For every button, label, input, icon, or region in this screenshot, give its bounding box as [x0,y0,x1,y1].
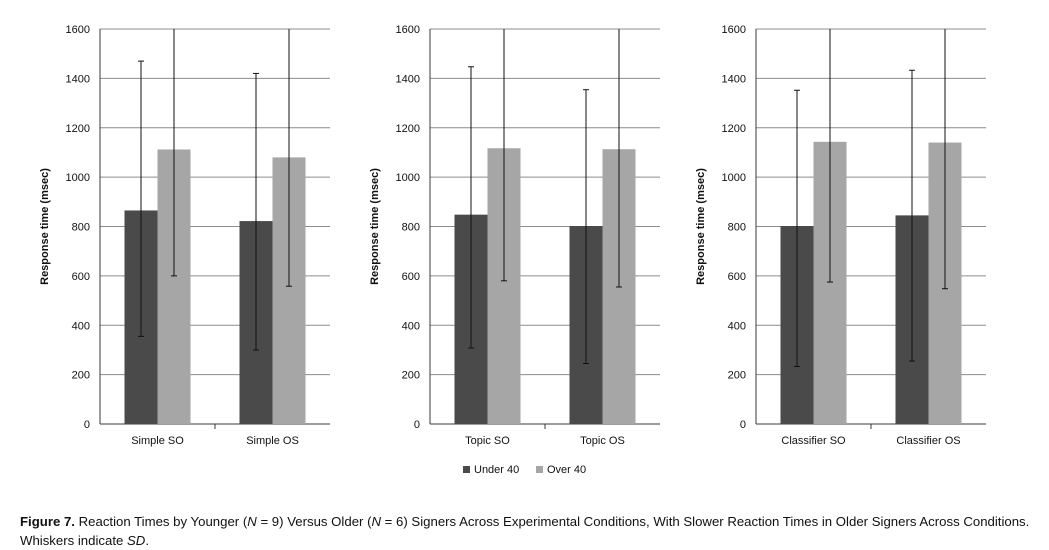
caption-end: . [145,533,150,549]
y-tick-label: 800 [72,222,90,234]
y-axis-label: Response time (msec) [39,168,51,285]
y-tick-label: 1000 [396,172,420,184]
y-tick-label: 0 [84,419,90,431]
y-tick-label: 1200 [722,123,746,135]
y-tick-label: 1600 [722,24,746,36]
y-tick-label: 800 [728,222,746,234]
legend-label: Over 40 [547,464,586,476]
chart-panel-2: 0 200 400 600 800 1000 1200 1400 1600 Response ti… [369,24,660,447]
y-tick-label: 800 [402,222,420,234]
figure-charts: 0 200 400 600 800 1000 1200 1400 1600 Response ti… [39,24,986,476]
legend-swatch [536,466,543,473]
caption-n2-var: N [371,514,382,530]
chart-panel-3: 0 200 400 600 800 1000 1200 1400 1600 Response ti… [695,24,986,447]
x-tick-label: Simple OS [246,435,299,447]
y-axis-label: Response time (msec) [369,168,381,285]
legend-swatch [463,466,470,473]
y-tick-label: 1600 [66,24,90,36]
legend: Under 40 Over 40 [463,464,586,476]
y-tick-label: 1400 [396,73,420,85]
x-tick-label: Classifier OS [896,435,960,447]
y-tick-label: 1400 [66,73,90,85]
y-tick-label: 1000 [722,172,746,184]
caption-n1-var: N [247,514,257,530]
y-tick-label: 200 [402,370,420,382]
caption-sd: SD [127,533,146,549]
y-tick-label: 400 [728,320,746,332]
x-tick-label: Classifier SO [781,435,846,447]
y-tick-label: 1000 [66,172,90,184]
legend-label: Under 40 [474,464,519,476]
y-tick-label: 1200 [396,123,420,135]
y-tick-label: 600 [728,271,746,283]
y-tick-label: 400 [402,320,420,332]
caption-text-1: Reaction Times by Younger ( [74,514,248,530]
y-tick-label: 0 [414,419,420,431]
y-tick-label: 200 [72,370,90,382]
caption-text-2: = 9) Versus Older ( [256,514,372,530]
y-tick-label: 200 [728,370,746,382]
x-tick-label: Simple SO [131,435,184,447]
y-tick-label: 1400 [722,73,746,85]
chart-panel-1: 0 200 400 600 800 1000 1200 1400 1600 Response ti… [39,24,330,447]
y-tick-label: 0 [740,419,746,431]
y-tick-label: 400 [72,320,90,332]
y-tick-label: 1200 [66,123,90,135]
y-axis-label: Response time (msec) [695,168,707,285]
x-tick-label: Topic OS [580,435,625,447]
caption-text-3: = 6) Signers Across Experimental Conditi… [20,514,1030,549]
figure-caption: Figure 7. Reaction Times by Younger (N =… [20,512,1030,550]
y-tick-label: 600 [402,271,420,283]
y-tick-label: 1600 [396,24,420,36]
x-tick-label: Topic SO [465,435,510,447]
caption-label: Figure 7. [20,514,75,530]
y-tick-label: 600 [72,271,90,283]
